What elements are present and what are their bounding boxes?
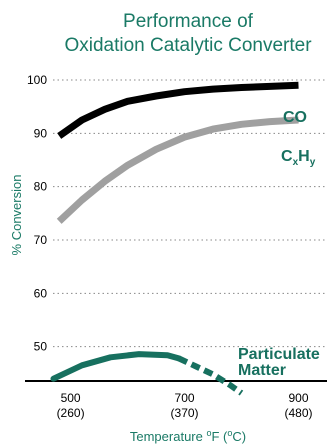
x-axis-label-main: Temperature [130,429,207,444]
x-tick-label-900: 900 [288,391,308,405]
x-tick-label-700: 700 [175,391,195,405]
x-axis-label-degree-f: o [206,428,211,438]
chart-title-line-2: Oxidation Catalytic Converter [64,35,312,56]
series-label-co: CO [283,109,307,126]
y-tick-label-100: 100 [27,73,47,87]
x-tick-sublabel-900: (480) [285,406,313,420]
x-axis-ticks: 500(260) 700(370) 900(480) [57,391,313,420]
x-axis-label: Temperature oF (oC) [130,428,246,444]
y-tick-label-90: 90 [34,126,48,140]
series-line-cxhy [56,116,299,224]
y-axis-ticks: 50 60 70 80 90 100 [27,73,47,354]
x-tick-sublabel-700: (370) [171,406,199,420]
chart-title-line-1: Performance of [123,11,254,32]
x-tick-label-500: 500 [61,391,81,405]
y-tick-label-80: 80 [34,180,48,194]
y-tick-label-60: 60 [34,286,48,300]
series-line-co [57,81,299,139]
series-label-particulate-line-2: Matter [238,362,286,379]
x-axis-label-degree-c: o [227,428,232,438]
x-tick-sublabel-500: (260) [57,406,85,420]
y-axis-label: % Conversion [9,175,24,256]
series-line-particulate-solid [50,351,182,382]
series-label-cxhy: CxHy [281,148,316,168]
y-tick-label-50: 50 [34,340,48,354]
x-axis-label-end: C) [232,429,246,444]
x-axis-label-mid: F ( [211,429,228,444]
series-lines [50,81,299,396]
y-tick-label-70: 70 [34,233,48,247]
series-line-particulate-dashed [177,355,244,396]
series-label-particulate-line-1: Particulate [238,346,320,363]
